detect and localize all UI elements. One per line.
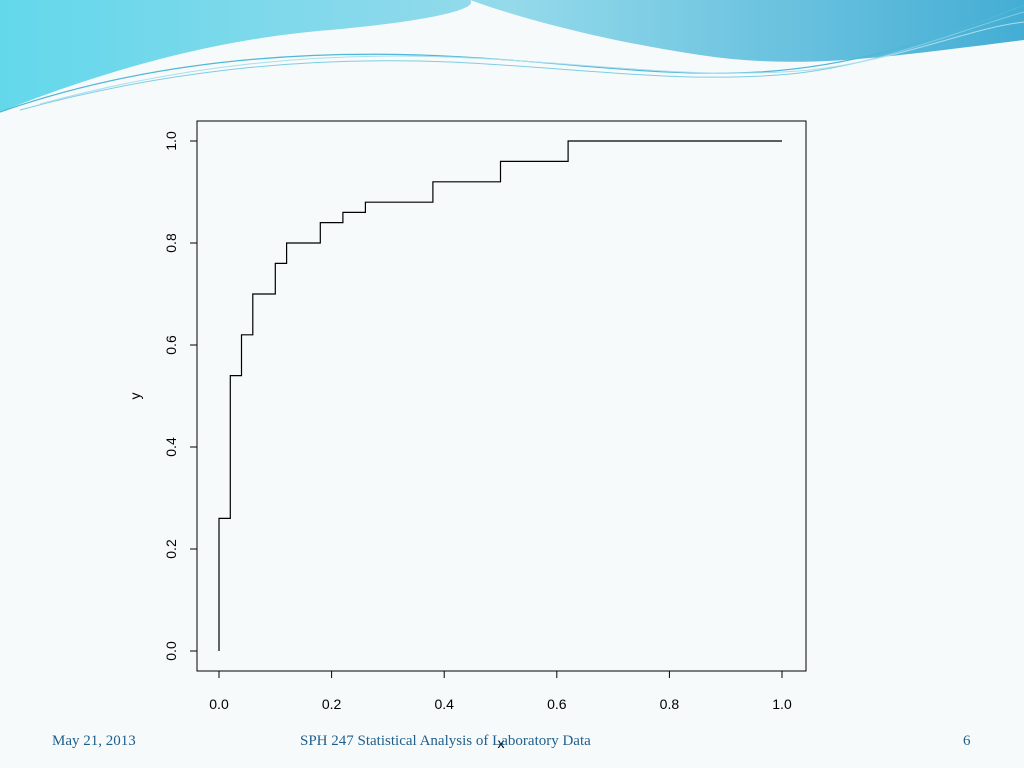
wave-thin-1 (19, 11, 1024, 111)
footer-page-number: 6 (963, 733, 971, 749)
x-axis: 0.0 0.2 0.4 0.6 0.8 1.0 (209, 671, 792, 712)
x-tick-label: 0.0 (209, 696, 229, 712)
plot-frame (196, 120, 807, 672)
x-axis-label: x (498, 735, 505, 751)
x-tick-label: 0.4 (434, 696, 454, 712)
wave-light (0, 4, 1024, 113)
y-axis-label: y (127, 393, 143, 400)
step-line (218, 140, 782, 651)
y-tick-label: 0.8 (163, 233, 179, 253)
x-tick-label: 1.0 (772, 696, 792, 712)
wave-main (0, 0, 1024, 112)
y-tick-label: 0.4 (163, 437, 179, 457)
y-tick-label: 1.0 (163, 131, 179, 151)
footer-date: May 21, 2013 (52, 733, 136, 749)
footer-title: SPH 247 Statistical Analysis of Laborato… (300, 733, 591, 749)
x-tick-label: 0.2 (322, 696, 342, 712)
x-tick-label: 0.8 (660, 696, 680, 712)
x-tick-label: 0.6 (547, 696, 567, 712)
wave-thin-2 (39, 21, 1024, 105)
header-wave-decoration (0, 0, 1024, 113)
y-tick-label: 0.6 (163, 335, 179, 355)
y-tick-label: 0.0 (163, 641, 179, 661)
y-axis: 0.0 0.2 0.4 0.6 0.8 1.0 (163, 131, 197, 661)
y-tick-label: 0.2 (163, 539, 179, 559)
